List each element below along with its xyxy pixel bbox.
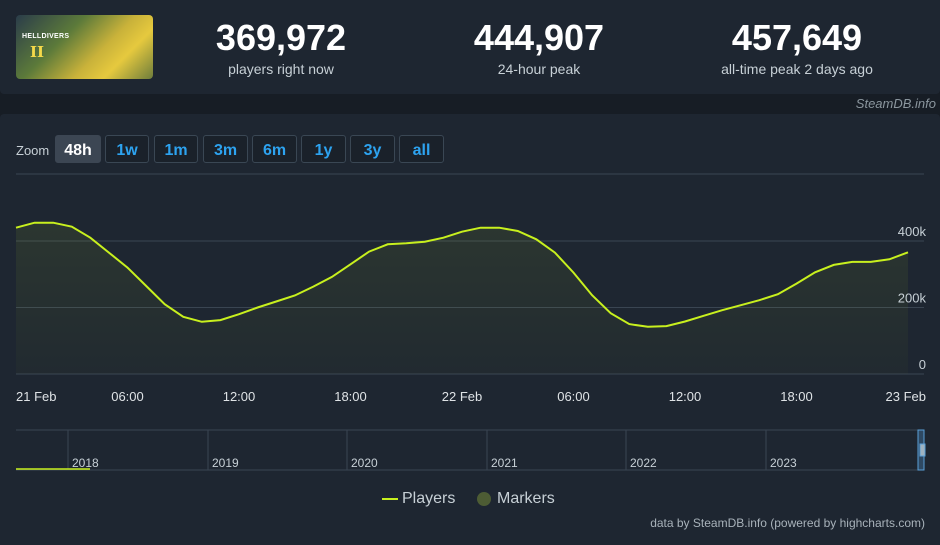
legend-players-label: Players <box>402 490 456 507</box>
zoom-1w-button[interactable]: 1w <box>105 135 149 163</box>
stat-value: 369,972 <box>215 17 347 58</box>
stat-label: 24-hour peak <box>497 61 581 77</box>
x-tick-label: 06:00 <box>557 389 590 404</box>
legend-markers-label: Markers <box>497 490 555 507</box>
players-series-area <box>16 222 908 374</box>
zoom-3y-button[interactable]: 3y <box>350 135 395 163</box>
navigator-year-label: 2020 <box>351 456 378 470</box>
x-tick-label: 12:00 <box>223 389 256 404</box>
navigator-year-label: 2021 <box>491 456 518 470</box>
chart-panel: Zoom 48h 1w 1m 3m 6m 1y 3y all 0 200k 400k… <box>0 114 940 545</box>
x-tick-label: 21 Feb <box>16 389 56 404</box>
y-tick-label: 200k <box>898 291 927 306</box>
navigator-year-label: 2022 <box>630 456 657 470</box>
navigator-handle[interactable] <box>919 443 926 457</box>
x-tick-label: 06:00 <box>111 389 144 404</box>
zoom-1y-button[interactable]: 1y <box>301 135 346 163</box>
navigator-year-label: 2023 <box>770 456 797 470</box>
stat-all-time-peak: 457,649 all-time peak 2 days ago <box>677 17 917 78</box>
x-tick-label: 22 Feb <box>442 389 482 404</box>
x-tick-label: 23 Feb <box>886 389 926 404</box>
y-tick-label: 400k <box>898 224 927 239</box>
stat-current-players: 369,972 players right now <box>161 17 401 78</box>
zoom-6m-button[interactable]: 6m <box>252 135 297 163</box>
legend-players[interactable]: Players <box>382 490 455 508</box>
navigator-year-label: 2018 <box>72 456 99 470</box>
stat-value: 444,907 <box>473 17 605 58</box>
zoom-1m-button[interactable]: 1m <box>154 135 198 163</box>
zoom-3m-button[interactable]: 3m <box>203 135 248 163</box>
legend-players-swatch <box>382 497 398 500</box>
players-series-line[interactable] <box>15 221 909 328</box>
x-tick-label: 18:00 <box>334 389 367 404</box>
x-tick-label: 18:00 <box>780 389 813 404</box>
stat-label: players right now <box>228 61 334 77</box>
footer-credit[interactable]: data by SteamDB.info (powered by highcha… <box>650 516 925 530</box>
legend-markers-swatch <box>477 491 491 506</box>
navigator-year-label: 2019 <box>212 456 239 470</box>
x-tick-label: 12:00 <box>669 389 702 404</box>
game-capsule-image[interactable]: HELLDIVERS II <box>16 15 153 79</box>
stats-panel: HELLDIVERS II 369,972 players right now … <box>0 0 940 94</box>
zoom-all-button[interactable]: all <box>399 135 444 163</box>
stat-label: all-time peak 2 days ago <box>721 61 873 77</box>
stat-24h-peak: 444,907 24-hour peak <box>419 17 659 78</box>
game-logo-text: HELLDIVERS <box>22 33 70 40</box>
stat-value: 457,649 <box>731 17 863 58</box>
zoom-label: Zoom <box>16 143 50 158</box>
game-logo-mark: II <box>30 43 45 61</box>
legend-markers[interactable]: Markers <box>477 490 555 508</box>
zoom-48h-button[interactable]: 48h <box>55 135 101 163</box>
navigator[interactable]: 2018 2019 2020 2021 2022 2023 <box>16 429 926 471</box>
y-tick-label: 0 <box>919 357 926 372</box>
steamdb-credit[interactable]: SteamDB.info <box>855 96 936 111</box>
player-count-chart[interactable]: 0 200k 400k 21 Feb 06:00 12:00 18:00 22 Feb 06:… <box>0 114 940 545</box>
